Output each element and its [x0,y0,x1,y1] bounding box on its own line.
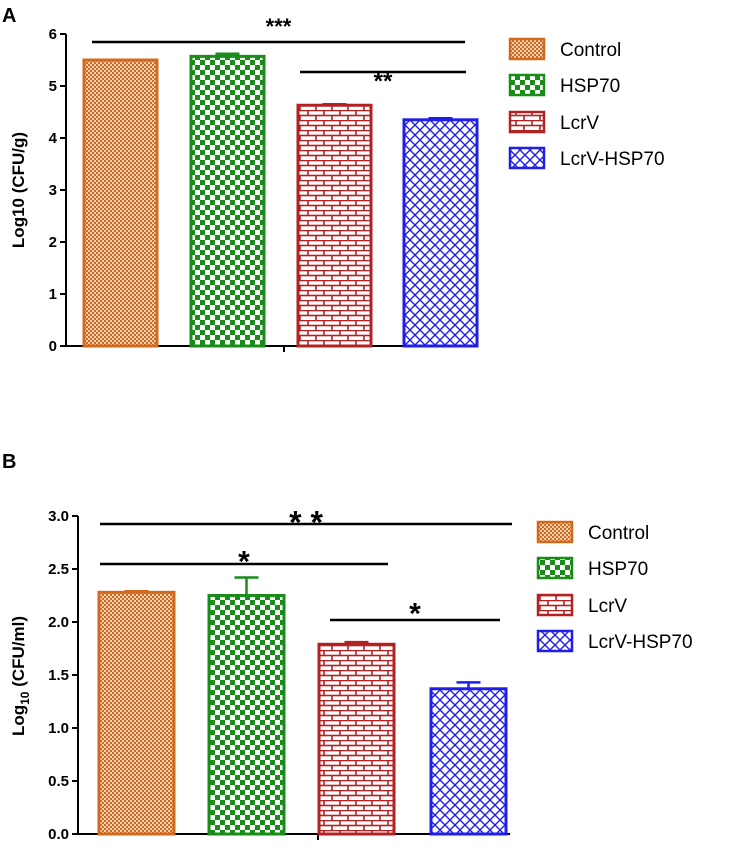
legend-a-swatch-lcrv-hsp70 [508,146,546,170]
panel-b-plot: 0.0 0.5 1.0 1.5 2.0 2.5 3.0 * * * * [48,505,512,843]
panel-b-bar-lcrv [317,642,396,836]
legend-a-swatch-hsp70 [508,73,546,97]
legend-b-swatch-lcrv-hsp70 [536,629,574,653]
legend-b-swatch-control [536,520,574,544]
panel-a-y-tick-label: 2 [49,234,57,251]
legend-b-label-lcrv: LcrV [588,596,627,617]
panel-b-significance-label: * [409,598,421,631]
legend-a-swatch-lcrv [508,110,546,134]
panel-b-y-axis-label: Log10 (CFU/ml) [9,616,32,736]
legend-a-label-lcrv-hsp70: LcrV-HSP70 [560,149,665,170]
panel-a-y-tick-label: 4 [49,130,58,147]
panel-b-letter: B [2,451,16,473]
legend-a-label-lcrv: LcrV [560,113,599,134]
panel-a-bar-lcrv-hsp70 [402,118,479,348]
legend-a-label-hsp70: HSP70 [560,76,620,97]
panel-b-legend: Control HSP70 LcrV LcrV-HSP70 [536,520,693,653]
panel-b: B 0.0 0.5 1.0 1.5 2.0 2.5 3.0 * * * * Log10 (CFU/… [2,451,693,843]
panel-b-significance-label: * * [289,505,323,541]
panel-a-significance-label: ** [374,68,393,95]
legend-a-swatch-control [508,37,546,61]
panel-a-bar-lcrv [296,103,373,348]
panel-b-y-tick-label: 1.0 [48,720,69,737]
panel-b-y-tick-label: 2.0 [48,614,69,631]
panel-b-y-tick-label: 0.5 [48,773,69,790]
panel-a-legend: Control HSP70 LcrV LcrV-HSP70 [508,37,665,170]
panel-a-letter: A [2,5,16,27]
panel-a-y-tick-label: 1 [49,286,57,303]
panel-a-y-tick-label: 6 [49,26,57,43]
panel-b-y-tick-label: 0.0 [48,826,69,843]
panel-a-y-tick-label: 3 [49,182,57,199]
legend-b-label-hsp70: HSP70 [588,559,648,580]
panel-b-bar-control [97,590,176,836]
panel-a-bar-control [82,58,159,348]
panel-a-significance-label: *** [266,14,292,39]
panel-b-y-tick-label: 1.5 [48,667,69,684]
panel-b-y-tick-label: 2.5 [48,561,69,578]
panel-a-y-tick-label: 0 [49,338,57,355]
panel-a-y-axis-label: Log10 (CFU/g) [9,132,28,248]
legend-b-swatch-lcrv [536,593,574,617]
panel-a-bar-hsp70 [189,54,266,348]
panel-b-significance-label: * [238,546,250,579]
legend-b-label-lcrv-hsp70: LcrV-HSP70 [588,632,693,653]
legend-b-swatch-hsp70 [536,556,574,580]
panel-b-bar-hsp70 [207,594,286,836]
panel-b-bar-lcrv-hsp70 [429,687,508,836]
legend-a-label-control: Control [560,40,621,61]
panel-a-y-tick-label: 5 [49,78,57,95]
panel-b-y-tick-label: 3.0 [48,508,69,525]
legend-b-label-control: Control [588,523,649,544]
